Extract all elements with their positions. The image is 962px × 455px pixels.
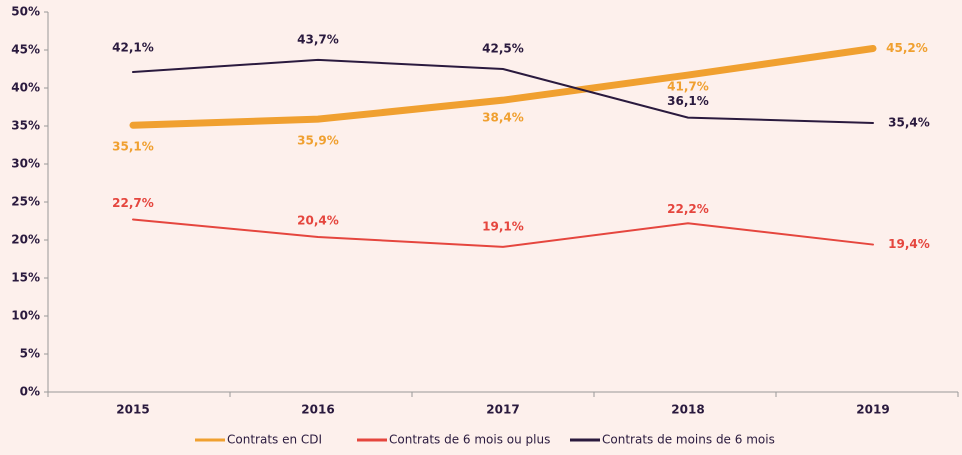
x-tick-label: 2017: [486, 403, 519, 417]
data-label: 42,1%: [112, 41, 154, 55]
data-label: 42,5%: [482, 42, 524, 56]
data-label: 35,1%: [112, 140, 154, 154]
y-tick-label: 15%: [11, 271, 40, 285]
y-tick-label: 5%: [20, 347, 40, 361]
y-tick-label: 30%: [11, 157, 40, 171]
y-tick-label: 40%: [11, 81, 40, 95]
series-line: [132, 58, 874, 124]
y-tick-label: 25%: [11, 195, 40, 209]
y-tick-label: 20%: [11, 233, 40, 247]
legend-label: Contrats de 6 mois ou plus: [389, 433, 550, 447]
y-tick-label: 35%: [11, 119, 40, 133]
data-label: 35,4%: [888, 115, 930, 129]
data-label: 35,9%: [297, 134, 339, 148]
x-tick-label: 2015: [116, 403, 149, 417]
x-tick-label: 2018: [671, 403, 704, 417]
data-label: 45,2%: [886, 41, 928, 55]
data-label: 19,1%: [482, 219, 524, 233]
data-label: 43,7%: [297, 32, 339, 46]
data-label: 22,2%: [667, 202, 709, 216]
y-tick-label: 10%: [11, 309, 40, 323]
series-line: [129, 44, 877, 129]
data-label: 20,4%: [297, 213, 339, 227]
legend-label: Contrats de moins de 6 mois: [602, 433, 775, 447]
legend-label: Contrats en CDI: [227, 433, 322, 447]
data-label: 19,4%: [888, 237, 930, 251]
x-tick-label: 2019: [856, 403, 889, 417]
y-tick-label: 45%: [11, 43, 40, 57]
y-tick-label: 50%: [11, 5, 40, 19]
y-tick-label: 0%: [20, 385, 40, 399]
x-tick-label: 2016: [301, 403, 334, 417]
data-label: 38,4%: [482, 111, 524, 125]
data-label: 22,7%: [112, 196, 154, 210]
data-label: 36,1%: [667, 94, 709, 108]
series-line: [132, 218, 874, 248]
data-label: 41,7%: [667, 80, 709, 94]
